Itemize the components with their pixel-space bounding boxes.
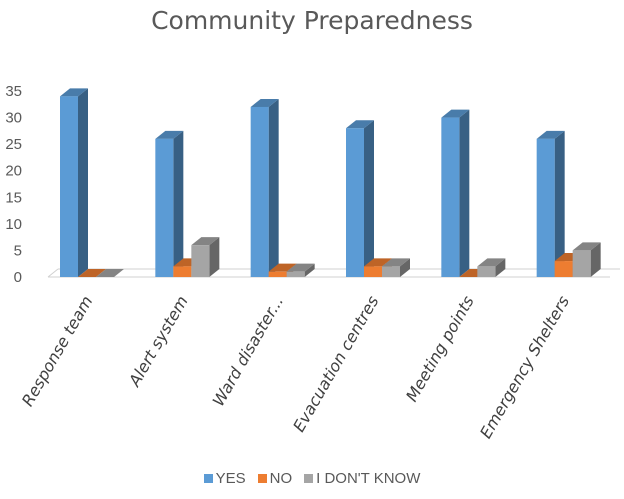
bar-yes-0 (60, 88, 88, 277)
y-tick-label: 5 (14, 242, 22, 259)
y-tick-label: 20 (5, 163, 22, 180)
legend-label: NO (269, 470, 293, 487)
legend-item: NO (257, 470, 293, 487)
bar-no-0 (78, 269, 106, 277)
x-category-label: Ward disaster... (209, 293, 288, 410)
y-tick-label: 15 (5, 189, 22, 206)
x-category-label: Emergency Shelters (476, 293, 573, 442)
y-tick-label: 25 (5, 136, 22, 153)
legend-swatch (304, 474, 314, 483)
chart-title: Community Preparedness (151, 6, 473, 35)
bar-yes-4 (441, 109, 470, 277)
bar-yes-1 (155, 130, 184, 277)
bar-i-don-t-know-0 (96, 269, 124, 277)
bar-i-don-t-know-5 (572, 242, 601, 277)
y-tick-label: 30 (5, 110, 22, 127)
bar-i-don-t-know-4 (477, 258, 506, 277)
bar-i-don-t-know-1 (191, 237, 220, 277)
bar-yes-2 (250, 98, 279, 277)
x-category-label: Meeting points (402, 293, 478, 405)
x-category-label: Alert system (124, 293, 191, 391)
bar-yes-3 (346, 120, 374, 277)
floor-depth-line (47, 268, 59, 278)
legend: YES NO I DON'T KNOW (0, 470, 624, 487)
bar-yes-5 (536, 130, 565, 277)
x-category-label: Response team (18, 293, 97, 410)
legend-label: I DON'T KNOW (316, 470, 421, 487)
y-tick-label: 10 (5, 216, 22, 233)
legend-item: YES (203, 470, 246, 487)
y-tick-label: 35 (5, 83, 22, 100)
legend-label: YES (215, 470, 246, 487)
y-tick-label: 0 (14, 269, 22, 286)
bar-i-don-t-know-3 (382, 258, 410, 277)
bar-i-don-t-know-2 (286, 263, 315, 277)
x-category-label: Evacuation centres (289, 293, 382, 436)
legend-swatch (257, 474, 267, 483)
legend-swatch (203, 474, 213, 483)
legend-item: I DON'T KNOW (304, 470, 420, 487)
